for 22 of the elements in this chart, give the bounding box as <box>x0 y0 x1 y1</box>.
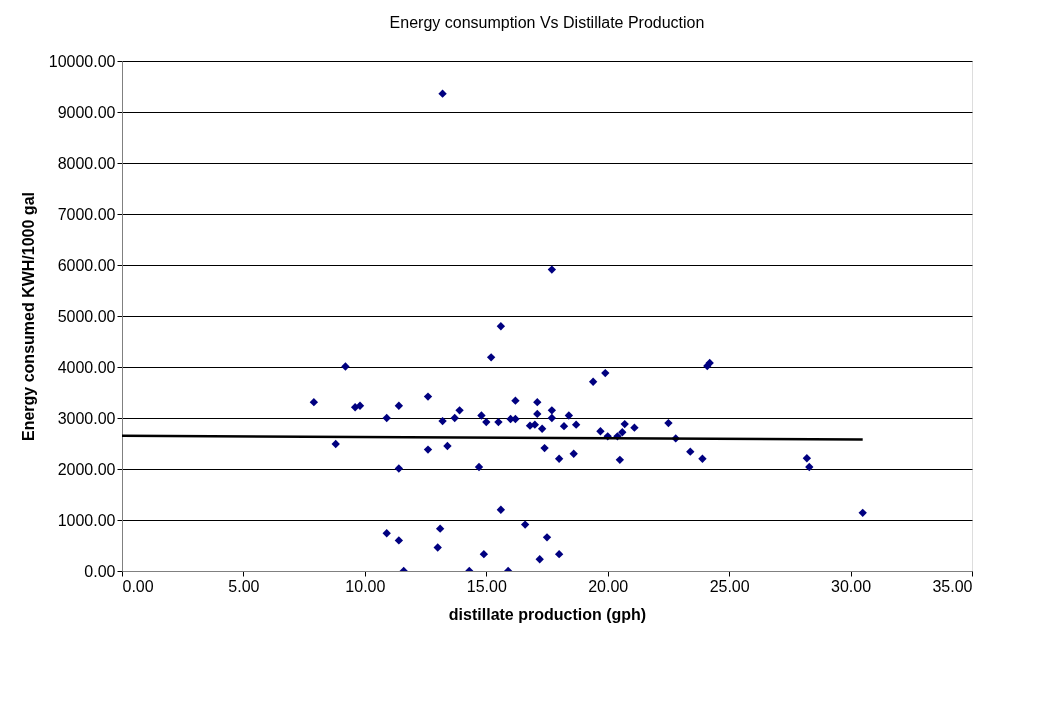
y-tick-label: 4000.00 <box>57 358 116 376</box>
y-tick-label: 3000.00 <box>57 409 116 427</box>
y-tick-label: 2000.00 <box>57 460 116 478</box>
y-tick-label: 7000.00 <box>57 205 116 223</box>
x-tick-label: 15.00 <box>466 577 507 595</box>
x-tick-label: 0.00 <box>122 577 154 595</box>
x-tick-label: 25.00 <box>709 577 750 595</box>
x-tick-label: 30.00 <box>831 577 872 595</box>
x-tick-label: 10.00 <box>345 577 386 595</box>
y-tick-label: 10000.00 <box>48 52 116 70</box>
y-tick-label: 8000.00 <box>57 154 116 172</box>
y-tick-label: 9000.00 <box>57 103 116 121</box>
y-tick-label: 1000.00 <box>57 511 116 529</box>
y-tick-label: 6000.00 <box>57 256 116 274</box>
x-tick-label: 5.00 <box>228 577 260 595</box>
y-axis-title: Energy consumed KWH/1000 gal <box>19 192 37 441</box>
x-tick-label: 35.00 <box>932 577 973 595</box>
y-tick-label: 0.00 <box>84 562 116 580</box>
y-tick-label: 5000.00 <box>57 307 116 325</box>
chart-title: Energy consumption Vs Distillate Production <box>389 14 705 31</box>
x-axis-title: distillate production (gph) <box>448 605 647 623</box>
x-tick-label: 20.00 <box>588 577 629 595</box>
